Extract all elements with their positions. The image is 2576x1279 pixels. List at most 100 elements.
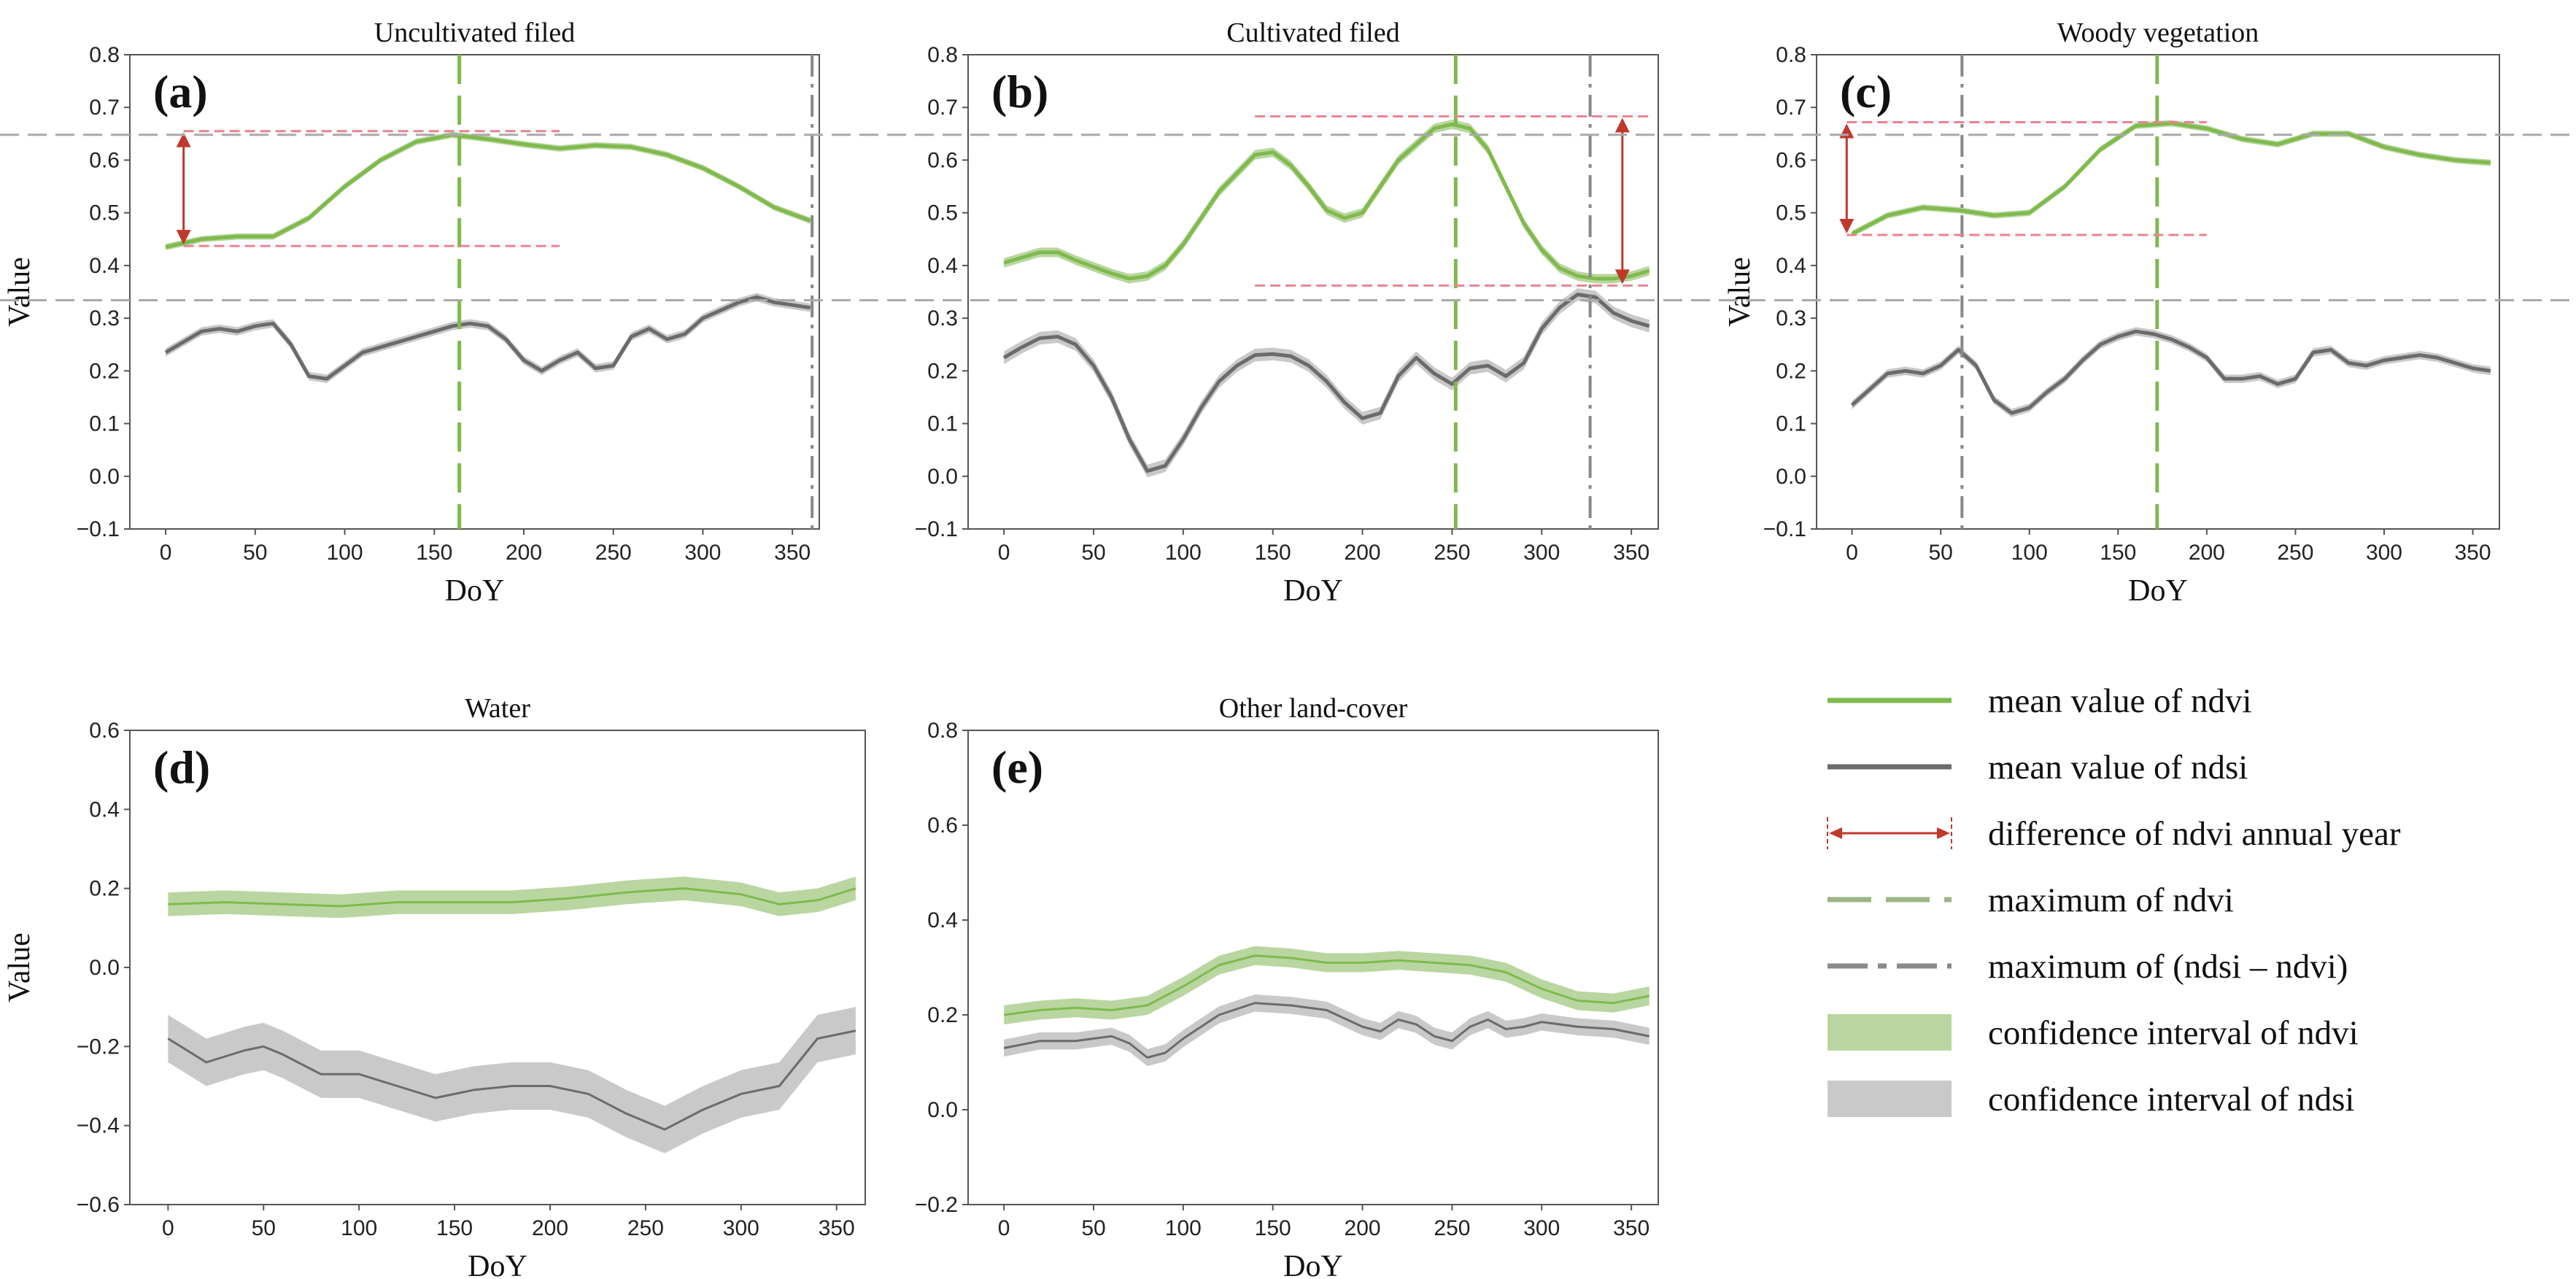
legend-item-ndsi-line: mean value of ndsi xyxy=(1827,749,2248,787)
y-tick-label: 0.7 xyxy=(1776,96,1806,120)
plot-frame xyxy=(129,54,820,530)
arrow-swatch-head xyxy=(1829,827,1842,839)
x-tick-label: 50 xyxy=(252,1216,276,1240)
x-tick-label: 200 xyxy=(506,541,542,565)
plot-frame xyxy=(129,730,866,1205)
ndsi-confidence-band xyxy=(166,293,811,383)
x-tick-label: 0 xyxy=(162,1216,174,1240)
plot-frame xyxy=(967,730,1659,1205)
x-tick-label: 0 xyxy=(160,541,172,565)
x-tick-label: 200 xyxy=(1345,541,1381,565)
y-tick-label: 0.0 xyxy=(89,465,120,489)
legend-item-ndvi-line: mean value of ndvi xyxy=(1827,682,2252,720)
x-tick-label: 300 xyxy=(1523,1216,1560,1240)
legend-item-ndsi-band: confidence interval of ndsi xyxy=(1827,1081,2354,1118)
y-tick-label: −0.4 xyxy=(77,1114,120,1138)
legend-item-arrow: difference of ndvi annual year xyxy=(1827,815,2401,853)
ndvi-diff-arrow-head xyxy=(1614,269,1630,285)
y-tick-label: 0.4 xyxy=(927,908,958,932)
y-tick-label: 0.4 xyxy=(1776,254,1806,278)
y-tick-label: 0.6 xyxy=(89,148,120,172)
x-tick-label: 0 xyxy=(998,1216,1010,1240)
ndvi-confidence-band xyxy=(1004,946,1649,1024)
x-tick-label: 300 xyxy=(1523,541,1560,565)
ndsi-mean-line xyxy=(1003,1002,1650,1059)
x-axis-label: DoY xyxy=(468,1250,527,1279)
y-tick-label: 0.2 xyxy=(927,359,958,383)
y-tick-label: 0.1 xyxy=(1776,412,1806,436)
legend-label: mean value of ndvi xyxy=(1988,682,2252,720)
y-tick-label: 0.0 xyxy=(927,1098,958,1122)
x-tick-label: 150 xyxy=(1255,541,1291,565)
x-tick-label: 350 xyxy=(774,541,811,565)
x-tick-label: 250 xyxy=(1434,1216,1470,1240)
y-tick-label: 0.2 xyxy=(1776,359,1806,383)
x-tick-label: 100 xyxy=(327,541,363,565)
panel-label: (d) xyxy=(153,741,210,793)
ndsi-confidence-band xyxy=(168,1007,856,1154)
x-tick-label: 350 xyxy=(819,1216,855,1240)
legend-item-ndsi-dashdot: maximum of (ndsi – ndvi) xyxy=(1827,948,2348,986)
y-tick-label: 0.1 xyxy=(89,412,120,436)
x-tick-label: 150 xyxy=(1255,1216,1291,1240)
x-tick-label: 100 xyxy=(1165,541,1202,565)
x-tick-label: 150 xyxy=(2100,541,2136,565)
x-tick-label: 200 xyxy=(2189,541,2225,565)
y-tick-label: 0.0 xyxy=(1776,465,1806,489)
ndvi-band-swatch xyxy=(1827,1014,1952,1051)
x-tick-label: 300 xyxy=(2366,541,2402,565)
x-tick-label: 300 xyxy=(723,1216,759,1240)
y-axis-label: Value xyxy=(3,257,36,327)
plot-area xyxy=(1002,119,1650,478)
ndvi-mean-line xyxy=(165,133,811,250)
x-tick-label: 200 xyxy=(1345,1216,1381,1240)
ndvi-confidence-band xyxy=(1852,120,2491,237)
panel-c: −0.1 0.0 0.1 0.2 0.3 0.4 0.5 0.6 0.7 0.8 0 50 100 150… xyxy=(1723,18,2500,608)
x-tick-label: 0 xyxy=(1846,541,1858,565)
panel-title: Uncultivated filed xyxy=(374,18,575,48)
x-tick-label: 250 xyxy=(1434,541,1470,565)
plot-area xyxy=(164,131,811,383)
ndvi-mean-line xyxy=(1851,121,2491,236)
ndvi-diff-arrow-head xyxy=(176,230,191,245)
y-tick-label: 0.0 xyxy=(927,465,958,489)
y-tick-label: −0.1 xyxy=(77,517,120,541)
legend-label: maximum of ndvi xyxy=(1988,881,2234,919)
x-tick-label: 200 xyxy=(532,1216,568,1240)
ndvi-diff-arrow-head xyxy=(1839,219,1854,233)
x-tick-label: 150 xyxy=(416,541,452,565)
x-tick-label: 0 xyxy=(998,541,1010,565)
panel-title: Water xyxy=(465,693,530,724)
y-tick-label: −0.2 xyxy=(915,1193,958,1217)
y-tick-label: 0.5 xyxy=(927,201,958,225)
legend-label: maximum of (ndsi – ndvi) xyxy=(1988,948,2348,986)
ndvi-confidence-band xyxy=(168,876,856,919)
y-tick-label: 0.5 xyxy=(1776,201,1806,225)
x-tick-label: 250 xyxy=(595,541,632,565)
y-tick-label: 0.8 xyxy=(1776,43,1806,67)
y-tick-label: 0.8 xyxy=(927,719,958,743)
ndvi-confidence-band xyxy=(166,131,811,250)
y-tick-label: 0.5 xyxy=(89,201,120,225)
y-tick-label: 0.6 xyxy=(1776,148,1806,172)
plot-frame xyxy=(967,54,1659,530)
x-tick-label: 350 xyxy=(1613,541,1649,565)
y-tick-label: 0.4 xyxy=(89,254,120,278)
y-tick-label: 0.3 xyxy=(927,306,958,331)
y-tick-label: 0.4 xyxy=(89,797,120,822)
x-axis-label: DoY xyxy=(1283,1250,1343,1279)
ndvi-diff-arrow-head xyxy=(176,132,191,147)
panel-e: −0.2 0.0 0.2 0.4 0.6 0.8 0 50 100 150 200 250 300 350… xyxy=(915,693,1659,1279)
legend: mean value of ndvi mean value of ndsi diff… xyxy=(1827,682,2401,1118)
x-tick-label: 350 xyxy=(1613,1216,1649,1240)
legend-item-ndvi-dash: maximum of ndvi xyxy=(1827,881,2234,919)
y-tick-label: 0.3 xyxy=(1776,306,1806,331)
x-tick-label: 100 xyxy=(1165,1216,1202,1240)
legend-label: difference of ndvi annual year xyxy=(1988,815,2401,853)
panel-label: (b) xyxy=(991,66,1048,117)
plot-area xyxy=(1850,120,2491,417)
panel-label: (c) xyxy=(1840,66,1892,117)
y-axis-label: Value xyxy=(1723,257,1757,327)
y-tick-label: 0.2 xyxy=(89,359,120,383)
